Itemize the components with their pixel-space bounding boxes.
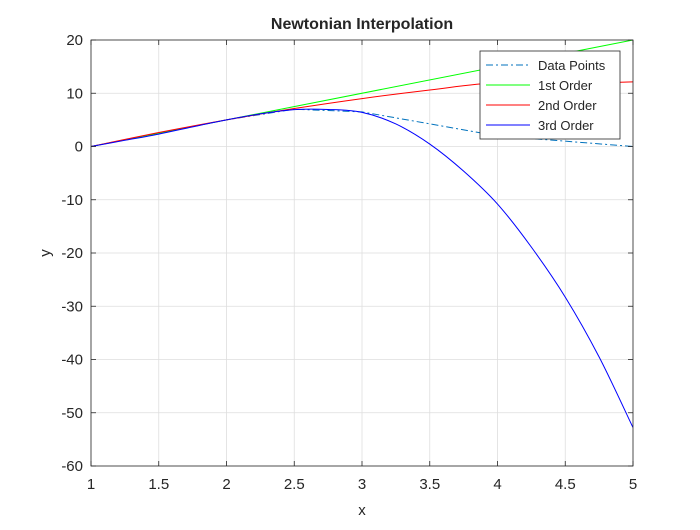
legend-label: 2nd Order — [538, 98, 597, 113]
x-tick-label: 4.5 — [555, 476, 576, 493]
x-tick-label: 2.5 — [284, 476, 305, 493]
x-tick-label: 2 — [222, 476, 230, 493]
y-tick-label: -50 — [61, 405, 83, 422]
x-tick-label: 1 — [87, 476, 95, 493]
legend-box — [479, 50, 621, 140]
legend: Data Points 1st Order 2nd Order 3rd Order — [479, 50, 621, 140]
y-tick-label: 10 — [66, 85, 83, 102]
legend-label: 3rd Order — [538, 118, 594, 133]
chart-title: Newtonian Interpolation — [271, 16, 453, 33]
legend-label: Data Points — [538, 58, 606, 73]
series-line-3rd-order — [91, 108, 633, 428]
y-tick-label: -40 — [61, 352, 83, 369]
y-tick-label: -10 — [61, 192, 83, 209]
y-axis-label: y — [37, 249, 54, 257]
x-tick-label: 1.5 — [148, 476, 169, 493]
y-tick-label: 20 — [66, 32, 83, 49]
y-tick-label: -20 — [61, 245, 83, 262]
y-tick-label: -30 — [61, 298, 83, 315]
x-tick-label: 4 — [493, 476, 501, 493]
legend-label: 1st Order — [538, 78, 593, 93]
x-tick-label: 5 — [629, 476, 637, 493]
x-axis-label: x — [358, 502, 366, 519]
x-tick-label: 3.5 — [419, 476, 440, 493]
ticks: 1 1.5 2 2.5 3 3.5 4 4.5 5 -60 -50 -40 -30 -20 -10 0 10 20 — [61, 32, 637, 493]
y-tick-label: -60 — [61, 458, 83, 475]
y-tick-label: 0 — [75, 139, 83, 156]
x-tick-label: 3 — [358, 476, 366, 493]
